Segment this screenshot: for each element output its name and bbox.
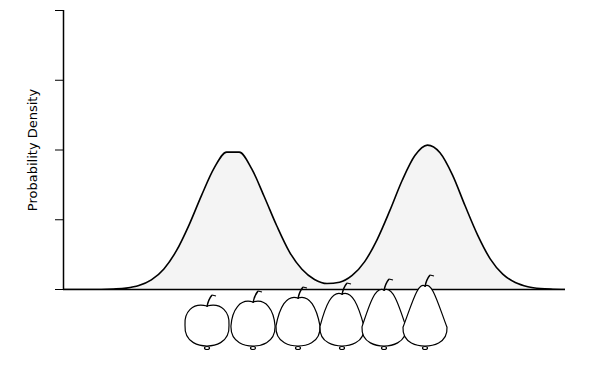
svg-text:Probability Density: Probability Density (25, 89, 40, 212)
